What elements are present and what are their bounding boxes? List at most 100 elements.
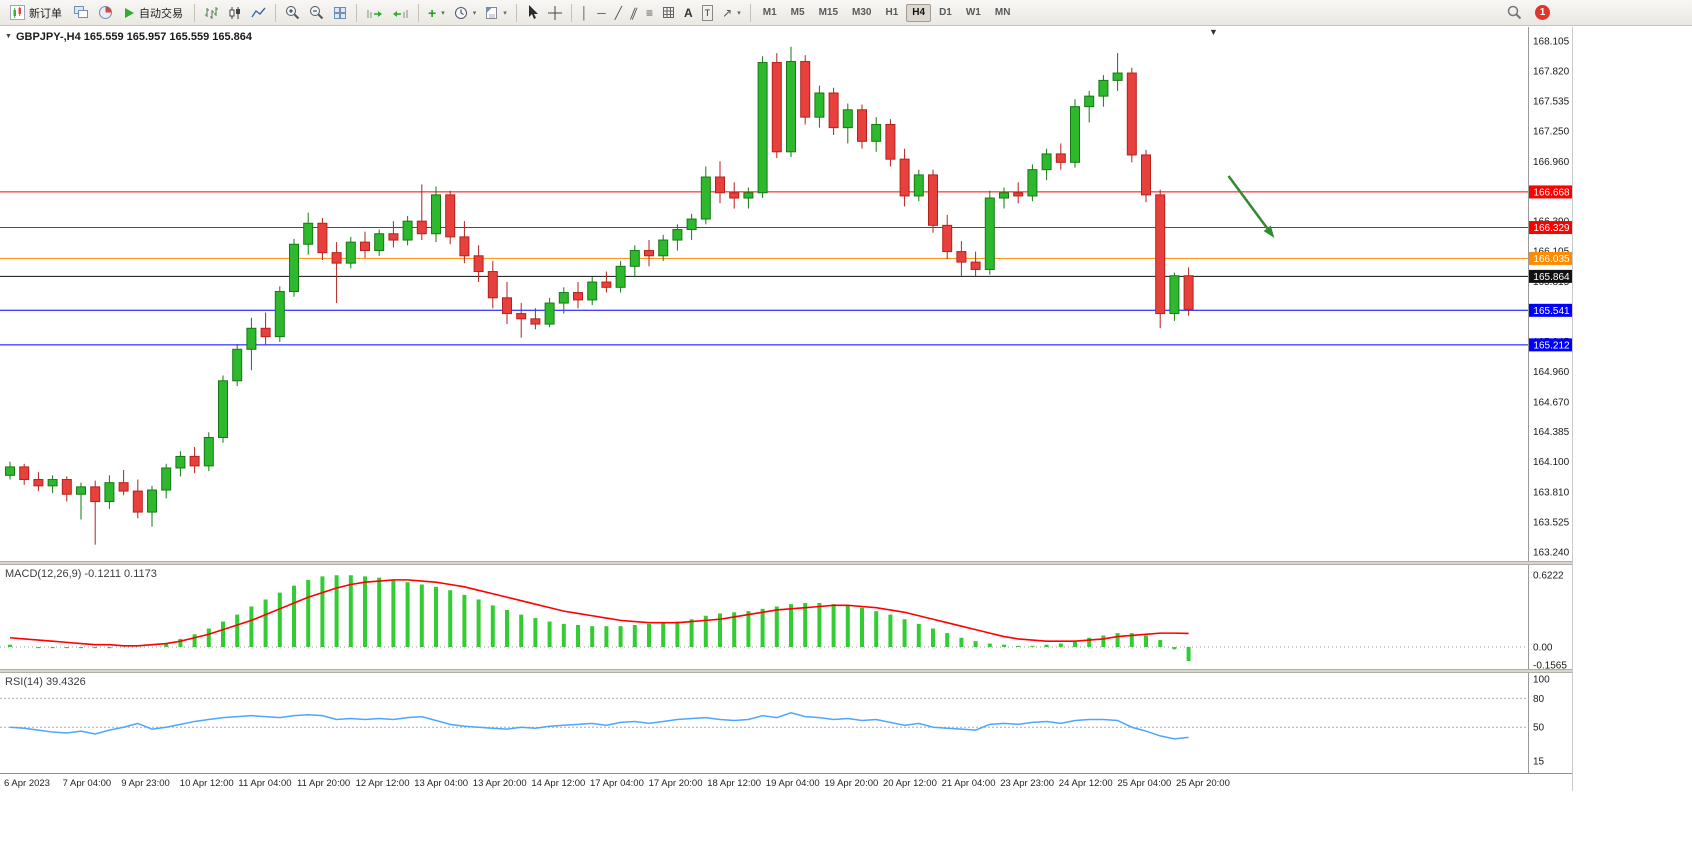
- notification-badge[interactable]: 1: [1535, 5, 1550, 20]
- line-chart-button[interactable]: [247, 2, 270, 24]
- toolbar-separator: [194, 3, 195, 22]
- zoom-out-button[interactable]: [305, 2, 328, 24]
- svg-text:167.250: 167.250: [1533, 126, 1570, 137]
- svg-text:166.668: 166.668: [1533, 187, 1570, 198]
- rsi-chart[interactable]: 100 80 50 15: [0, 673, 1572, 773]
- time-label: 7 Apr 04:00: [62, 778, 112, 789]
- svg-text:166.035: 166.035: [1533, 254, 1570, 265]
- macd-label: MACD(12,26,9) -0.1211 0.1173: [5, 568, 157, 580]
- svg-text:164.960: 164.960: [1533, 367, 1570, 378]
- bar-chart-button[interactable]: [200, 2, 223, 24]
- time-axis[interactable]: 6 Apr 2023 7 Apr 04:00 9 Apr 23:00 10 Apr 1…: [0, 773, 1572, 792]
- timeframe-w1[interactable]: W1: [960, 4, 987, 22]
- new-order-button[interactable]: 新订单: [4, 2, 68, 24]
- trendline-button[interactable]: ╱: [611, 2, 626, 24]
- chevron-down-icon: ▾: [441, 9, 445, 17]
- text-button[interactable]: A: [680, 2, 697, 24]
- auto-trading-button[interactable]: 自动交易: [118, 2, 189, 24]
- chevron-down-icon: ▾: [737, 9, 741, 17]
- templates-button[interactable]: ▾: [481, 2, 511, 24]
- text-label-icon: T: [701, 4, 714, 21]
- chart-title-text: GBPJPY-,H4 165.559 165.957 165.559 165.8…: [15, 31, 253, 43]
- macd-chart[interactable]: 0.6222 0.00 -0.1565: [0, 565, 1572, 669]
- horizontal-line-button[interactable]: ─: [593, 2, 610, 24]
- candlestick-chart-icon: [228, 6, 242, 20]
- shapes-button[interactable]: [658, 2, 679, 24]
- equidistant-channel-button[interactable]: ∥: [627, 2, 641, 24]
- new-order-label: 新订单: [29, 7, 62, 20]
- search-icon: [1507, 5, 1522, 20]
- auto-scroll-icon: [366, 6, 383, 20]
- vertical-line-button[interactable]: │: [577, 2, 593, 24]
- periods-button[interactable]: ▾: [450, 2, 481, 24]
- toolbar: 新订单 自动交易: [0, 0, 1692, 26]
- panel-separator[interactable]: [0, 669, 1572, 673]
- arrow-tool-icon: ↗: [722, 5, 733, 20]
- candles: [5, 46, 1194, 545]
- indicators-icon: +: [428, 4, 437, 21]
- svg-text:164.385: 164.385: [1533, 427, 1570, 438]
- vertical-line-icon: │: [580, 5, 589, 20]
- timeframe-h4[interactable]: H4: [906, 3, 932, 22]
- auto-trading-play-icon: [124, 7, 135, 19]
- time-label: 17 Apr 04:00: [590, 778, 644, 789]
- time-label: 20 Apr 12:00: [883, 778, 937, 789]
- macd-panel: MACD(12,26,9) -0.1211 0.1173 0.6222 0.00 -…: [0, 565, 1572, 669]
- search-button[interactable]: [1503, 2, 1526, 24]
- svg-text:165.541: 165.541: [1533, 306, 1570, 317]
- timeframe-m30[interactable]: M30: [846, 4, 877, 22]
- svg-text:0.00: 0.00: [1533, 643, 1553, 654]
- profiles-button[interactable]: [94, 2, 117, 24]
- cursor-button[interactable]: [522, 2, 543, 24]
- svg-text:100: 100: [1533, 675, 1550, 686]
- charts-layout-button[interactable]: [69, 2, 93, 24]
- time-label: 11 Apr 04:00: [238, 778, 292, 789]
- chart-shift-button[interactable]: [388, 2, 413, 24]
- panel-separator[interactable]: [0, 561, 1572, 565]
- time-label: 25 Apr 04:00: [1117, 778, 1172, 789]
- timeframe-group: M1 M5 M15 M30 H1 H4 D1 W1 MN: [756, 3, 1018, 22]
- arrows-button[interactable]: ↗ ▾: [718, 2, 745, 24]
- tile-windows-button[interactable]: [329, 2, 351, 24]
- time-label: 6 Apr 2023: [4, 778, 50, 789]
- time-label: 12 Apr 12:00: [355, 778, 410, 789]
- svg-text:164.670: 164.670: [1533, 397, 1570, 408]
- crosshair-button[interactable]: [544, 2, 566, 24]
- chart-menu-arrow-icon[interactable]: ▼: [5, 33, 12, 40]
- toolbar-separator: [418, 3, 419, 22]
- annotation-arrow: [1227, 175, 1275, 238]
- svg-text:0.6222: 0.6222: [1533, 571, 1564, 582]
- svg-text:168.105: 168.105: [1533, 37, 1570, 48]
- time-label: 17 Apr 20:00: [648, 778, 703, 789]
- timeframe-h1[interactable]: H1: [879, 4, 904, 22]
- chart-window: ▼ GBPJPY-,H4 165.559 165.957 165.559 165.…: [0, 27, 1573, 792]
- zoom-out-icon: [309, 5, 324, 20]
- svg-text:15: 15: [1533, 757, 1545, 768]
- profiles-icon: [98, 5, 113, 20]
- time-label: 19 Apr 20:00: [824, 778, 879, 789]
- tile-windows-icon: [333, 6, 347, 20]
- price-chart[interactable]: 168.105 167.820 167.535 167.250 166.960 166.6…: [0, 27, 1572, 561]
- time-label: 21 Apr 04:00: [941, 778, 996, 789]
- chart-shift-marker[interactable]: ▼: [1209, 27, 1218, 37]
- timeframe-m1[interactable]: M1: [757, 4, 783, 22]
- template-icon: [485, 6, 498, 20]
- auto-scroll-button[interactable]: [362, 2, 387, 24]
- timeframe-m15[interactable]: M15: [813, 4, 844, 22]
- text-icon: A: [684, 5, 693, 20]
- chevron-down-icon: ▾: [472, 9, 477, 17]
- indicators-button[interactable]: + ▾: [424, 2, 449, 24]
- time-label: 11 Apr 20:00: [297, 778, 351, 789]
- zoom-in-button[interactable]: [281, 2, 304, 24]
- text-label-button[interactable]: T: [698, 2, 718, 24]
- rsi-panel: RSI(14) 39.4326 100 80 50 15: [0, 673, 1572, 773]
- timeframe-d1[interactable]: D1: [933, 4, 958, 22]
- equidistant-channel-icon: ∥: [628, 5, 640, 20]
- fibonacci-button[interactable]: ≡: [642, 2, 657, 24]
- fibonacci-icon: ≡: [645, 5, 653, 20]
- timeframe-m5[interactable]: M5: [785, 4, 811, 22]
- candlestick-chart-button[interactable]: [224, 2, 246, 24]
- timeframe-mn[interactable]: MN: [989, 4, 1017, 22]
- time-label: 19 Apr 04:00: [765, 778, 820, 789]
